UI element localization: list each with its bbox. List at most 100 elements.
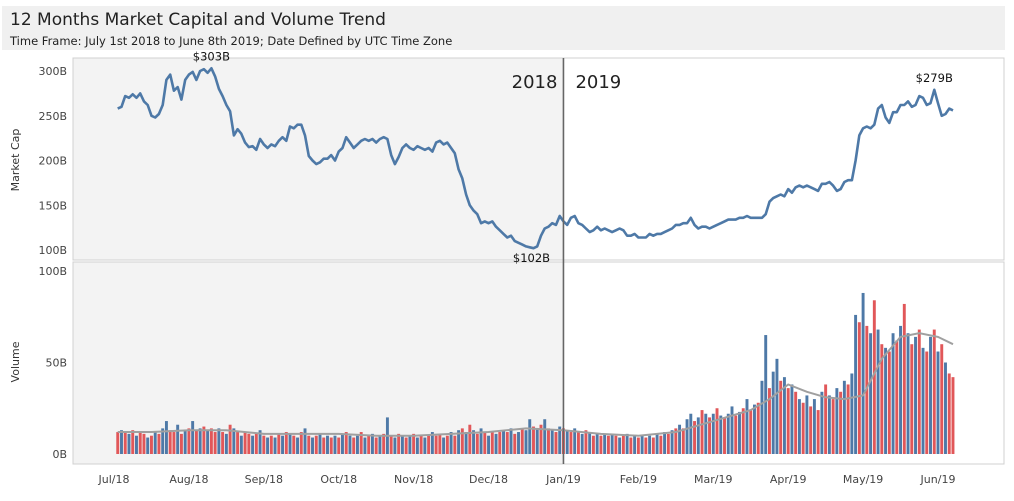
volume-bar <box>135 435 138 454</box>
y-tick-label-volume: 100B <box>38 265 67 278</box>
volume-bar <box>618 437 622 454</box>
volume-bar <box>254 433 258 454</box>
volume-bar <box>513 433 517 454</box>
volume-bar <box>228 424 232 454</box>
volume-bar <box>236 432 240 454</box>
volume-bar <box>221 432 225 454</box>
volume-bar <box>696 417 700 454</box>
volume-bar <box>816 410 820 454</box>
volume-bar <box>344 432 348 454</box>
volume-bar <box>258 430 262 454</box>
volume-bar <box>899 325 903 454</box>
volume-bar <box>940 344 944 454</box>
volume-bar <box>176 424 180 454</box>
volume-bar <box>277 433 281 454</box>
volume-bar <box>498 432 502 454</box>
volume-bar <box>580 433 584 454</box>
volume-bar <box>726 413 730 454</box>
volume-bar <box>621 435 625 454</box>
volume-bar <box>820 391 824 454</box>
y-axis-label-market-cap: Market Cap <box>9 129 22 192</box>
volume-bar <box>831 399 835 454</box>
volume-bar <box>393 437 397 454</box>
data-label-annotation: $303B <box>193 49 230 63</box>
x-tick-label: Oct/18 <box>320 473 357 486</box>
volume-bar <box>408 435 412 454</box>
volume-bar <box>610 433 614 454</box>
volume-bar <box>404 437 408 454</box>
volume-bar <box>370 433 374 454</box>
volume-bar <box>487 435 491 454</box>
volume-bar <box>767 388 771 454</box>
volume-bar <box>363 437 367 454</box>
volume-bar <box>341 433 344 454</box>
volume-bar <box>524 430 528 454</box>
volume-bar <box>243 432 247 454</box>
volume-bar <box>329 437 333 454</box>
volume-bar <box>854 314 858 454</box>
volume-bar <box>708 417 711 454</box>
data-label-annotation: $279B <box>916 71 953 85</box>
volume-bar <box>625 433 629 454</box>
volume-bar <box>427 435 431 454</box>
volume-bar <box>809 406 813 454</box>
volume-bar <box>262 435 266 454</box>
volume-bar <box>921 347 925 454</box>
volume-bar <box>640 435 644 454</box>
volume-bar <box>179 433 183 454</box>
volume-bar <box>194 430 198 454</box>
volume-bar <box>123 432 127 454</box>
volume-bar <box>599 435 603 454</box>
volume-bar <box>359 432 363 454</box>
volume-bar <box>936 351 940 454</box>
volume-bar <box>753 404 756 454</box>
volume-bar <box>187 428 191 454</box>
volume-bar <box>457 430 461 454</box>
volume-bar <box>382 433 386 454</box>
volume-bar <box>288 433 292 454</box>
volume-bar <box>723 417 726 454</box>
volume-bar <box>730 406 734 454</box>
volume-bar <box>891 333 895 454</box>
volume-bar <box>266 437 270 454</box>
volume-bar <box>326 435 329 454</box>
volume-bar <box>494 433 498 454</box>
x-tick-label: Dec/18 <box>469 473 508 486</box>
volume-bar <box>505 432 509 454</box>
volume-bar <box>790 384 794 454</box>
volume-bar <box>929 336 932 454</box>
x-tick-label: Apr/19 <box>770 473 807 486</box>
volume-bar <box>348 435 352 454</box>
volume-bar <box>719 415 723 454</box>
volume-bar <box>502 430 505 454</box>
market-cap-line <box>117 67 954 250</box>
volume-bar <box>374 437 378 454</box>
volume-bar <box>367 435 371 454</box>
volume-bar <box>689 413 693 454</box>
volume-bar <box>520 428 524 454</box>
y-axis-label-volume: Volume <box>9 341 22 382</box>
volume-bar <box>681 428 685 454</box>
volume-bar <box>629 437 633 454</box>
volume-bar <box>869 333 873 454</box>
volume-bar <box>842 380 846 454</box>
volume-bar <box>917 329 921 454</box>
volume-bar <box>805 395 809 454</box>
volume-bar <box>884 347 888 454</box>
volume-bar <box>198 428 202 454</box>
volume-bar <box>251 435 255 454</box>
volume-bar <box>430 432 434 454</box>
volume-bar <box>213 432 217 454</box>
volume-bar <box>835 388 839 454</box>
volume-bar <box>539 424 543 454</box>
y-tick-label-market-cap: 150B <box>38 199 67 212</box>
volume-bar <box>281 435 285 454</box>
volume-bar <box>146 437 150 454</box>
x-tick-label: Feb/19 <box>620 473 657 486</box>
volume-bar <box>232 428 236 454</box>
volume-bar <box>311 437 314 454</box>
volume-bar <box>794 391 798 454</box>
volume-bar <box>812 399 816 454</box>
volume-bar <box>801 402 805 454</box>
